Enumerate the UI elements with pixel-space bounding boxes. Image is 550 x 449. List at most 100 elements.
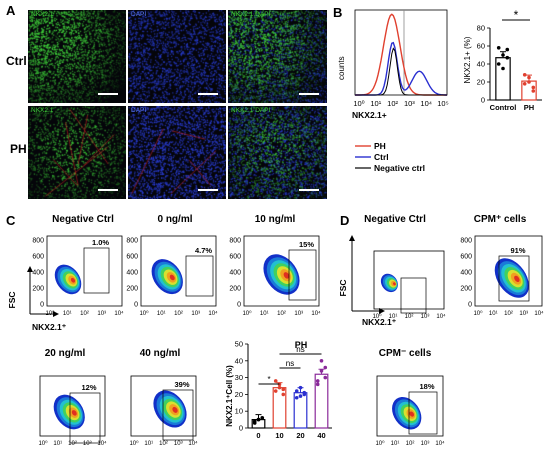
category-label: Control: [490, 103, 517, 112]
y-tick-label: 800: [229, 238, 241, 245]
y-tick-label: 10: [235, 407, 243, 416]
gate-box: [498, 255, 530, 302]
panel-b-charts: 10⁰ 10¹ 10² 10³ 10⁴ 10⁵ counts NKX2.1+ PH Ctr…: [337, 8, 542, 173]
density-contour: [71, 410, 77, 416]
x-tick-label: 10³: [191, 311, 200, 317]
data-point: [501, 66, 505, 71]
data-point: [501, 53, 505, 57]
panel-c-label: C: [6, 213, 16, 228]
data-point: [527, 80, 531, 84]
panel-b-label: B: [333, 5, 343, 20]
data-point: [294, 389, 299, 393]
panel-d-label: D: [340, 213, 350, 228]
panel-d-axis-arrows: FSC NKX2.1⁺: [338, 235, 397, 327]
density-contour: [409, 411, 415, 417]
x-tick-label: 10¹: [389, 314, 398, 320]
histogram-xticks: 10⁰ 10¹ 10² 10³ 10⁴ 10⁵: [353, 99, 448, 108]
data-point: [273, 379, 278, 383]
data-point: [522, 82, 527, 86]
fsc-arrowhead: [27, 266, 33, 272]
density-contour: [70, 277, 76, 283]
gate-percentage: 39%: [174, 380, 189, 389]
channel-label: NKX2.1: [31, 11, 54, 18]
category-label: PH: [524, 103, 534, 112]
category-label: 40: [317, 431, 325, 440]
data-point: [496, 62, 501, 66]
x-tick-label: 10²: [174, 311, 183, 317]
data-point: [496, 46, 501, 50]
x-tick-label: 10⁰: [473, 310, 483, 317]
y-tick-label: 400: [32, 270, 44, 277]
y-tick-label: 400: [460, 270, 472, 277]
data-point: [302, 390, 307, 395]
scale-bar: [98, 189, 118, 191]
fc-title-20: 20 ng/ml: [44, 348, 86, 359]
density-contour: [283, 272, 290, 279]
y-tick-label: 600: [32, 254, 44, 261]
data-point: [522, 73, 527, 77]
channel-label: DAPI: [131, 11, 147, 18]
y-tick-label: 40: [477, 60, 485, 69]
scale-bar: [299, 189, 319, 191]
x-tick-label: 10⁴: [188, 440, 198, 447]
x-tick-label: 10¹: [63, 311, 72, 317]
bar-b-ylabel: NKX2.1+ (%): [463, 36, 472, 83]
y-tick-label: 800: [460, 238, 472, 245]
gate-box: [69, 392, 101, 444]
histogram: 10⁰ 10¹ 10² 10³ 10⁴ 10⁵ counts NKX2.1+: [337, 9, 449, 120]
density-contour: [172, 406, 178, 413]
micrograph-ctrl-dapi: DAPI: [128, 10, 226, 103]
fc-title-negative: Negative Ctrl: [52, 214, 114, 225]
sig-marker-10-20: ns: [286, 359, 294, 368]
gate-box: [408, 391, 438, 435]
fc-title-cpm-neg: CPM⁻ cells: [378, 348, 432, 359]
data-point: [256, 417, 261, 422]
channel-label: NKX2.1: [31, 107, 54, 114]
histogram-xtick: 10³: [404, 99, 415, 108]
data-point: [281, 392, 286, 397]
y-tick-label: 200: [126, 286, 138, 293]
fsc-axis-label: FSC: [7, 292, 17, 309]
legend-label-negative: Negative ctrl: [374, 163, 425, 173]
x-tick-label: 10²: [504, 311, 513, 317]
x-tick-label: 10⁴: [114, 310, 124, 317]
gate-box: [400, 277, 427, 314]
scale-bar: [198, 189, 218, 191]
x-tick-label: 10³: [83, 441, 92, 447]
panel-a-label: A: [6, 3, 16, 18]
y-tick-label: 0: [134, 302, 138, 309]
data-point: [531, 85, 536, 90]
x-tick-label: 10³: [294, 311, 303, 317]
x-tick-label: 10⁴: [97, 440, 107, 447]
y-tick-label: 0: [239, 424, 243, 433]
sig-marker-10-40: ns: [296, 345, 304, 354]
x-tick-label: 10⁴: [311, 310, 321, 317]
y-tick-label: 800: [126, 238, 138, 245]
data-point: [531, 89, 536, 93]
fc-title-10: 10 ng/ml: [254, 214, 296, 225]
histogram-legend: PH Ctrl Negative ctrl: [355, 141, 425, 173]
scale-bar: [198, 93, 218, 95]
y-tick-label: 200: [229, 286, 241, 293]
x-tick-label: 10³: [421, 314, 430, 320]
histogram-xlabel: NKX2.1+: [352, 110, 387, 120]
x-tick-label: 10²: [406, 441, 415, 447]
row-label-ctrl: Ctrl: [6, 54, 27, 68]
data-point: [260, 416, 265, 420]
data-point: [319, 369, 324, 373]
bar-c-title: PH: [295, 340, 308, 350]
fsc-arrowhead-d: [349, 235, 355, 241]
sig-marker: *: [514, 8, 519, 22]
histogram-negative-line: [355, 47, 447, 96]
histogram-xtick: 10⁴: [420, 99, 432, 108]
flow-plot-40ng: 39% 10⁰ 10¹ 10² 10³ 10⁴: [129, 375, 198, 447]
scale-bar: [299, 93, 319, 95]
flow-plot-20ng: 12% 10⁰ 10¹ 10² 10³ 10⁴: [38, 375, 107, 447]
x-tick-label: 10¹: [144, 441, 153, 447]
data-point: [273, 389, 278, 393]
bar-chart-c: PH NKX2.1⁺Cell (%) 0 10 20 30 40 50 0 10 20 40 * ns…: [225, 340, 332, 440]
x-tick-label: 10⁰: [375, 440, 385, 447]
x-tick-label: 10⁴: [436, 313, 446, 320]
